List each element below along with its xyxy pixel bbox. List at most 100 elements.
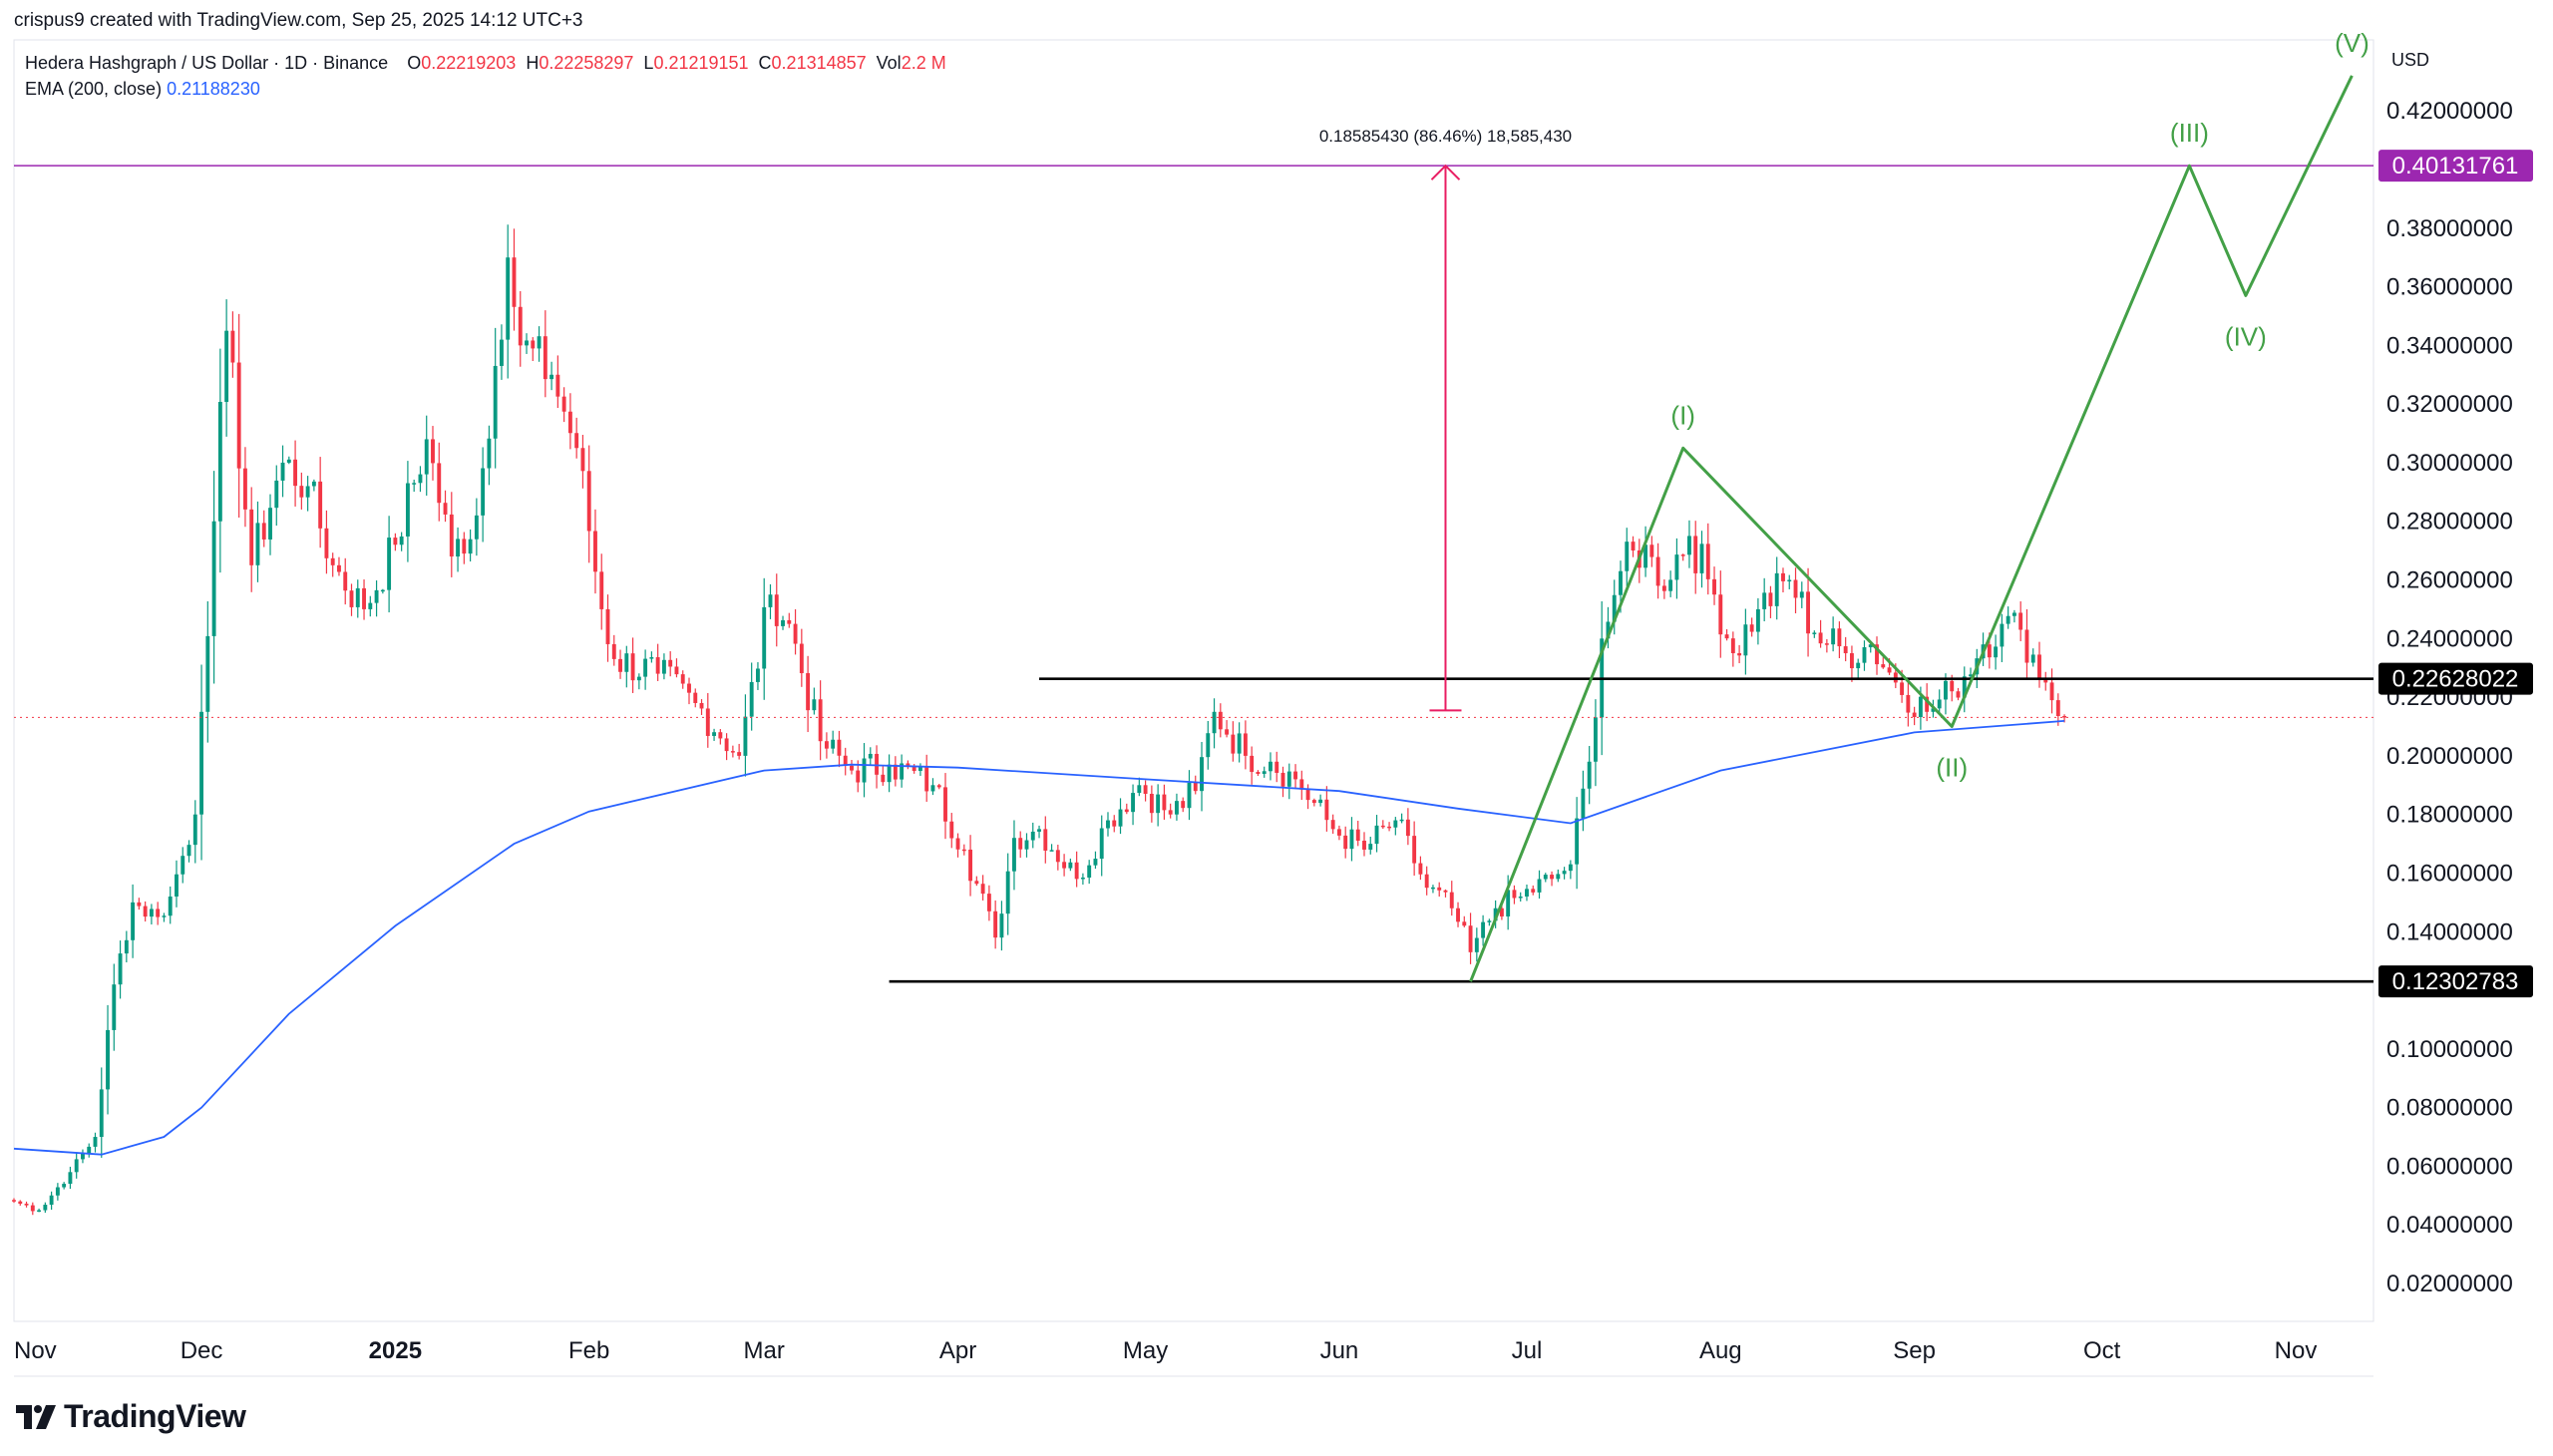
candle-body[interactable] (1424, 874, 1429, 889)
candle-body[interactable] (1124, 809, 1129, 813)
candle-body[interactable] (1193, 782, 1198, 792)
candle-body[interactable] (374, 589, 379, 603)
candle-body[interactable] (868, 753, 873, 759)
candle-body[interactable] (943, 787, 947, 822)
candle-body[interactable] (81, 1153, 85, 1160)
candle-body[interactable] (431, 439, 435, 464)
candle-body[interactable] (1812, 632, 1817, 634)
candle-body[interactable] (1556, 874, 1561, 880)
candle-body[interactable] (1987, 644, 1992, 658)
candle-body[interactable] (1311, 800, 1316, 804)
candle-body[interactable] (1512, 890, 1517, 899)
candle-body[interactable] (1399, 819, 1404, 822)
candle-body[interactable] (211, 521, 216, 636)
candle-body[interactable] (1187, 782, 1192, 809)
candle-body[interactable] (474, 515, 479, 540)
candle-body[interactable] (1824, 643, 1829, 645)
candle-body[interactable] (968, 849, 973, 882)
candle-body[interactable] (449, 514, 454, 557)
candle-body[interactable] (143, 906, 148, 917)
candle-body[interactable] (799, 643, 804, 674)
candle-body[interactable] (924, 766, 929, 792)
candle-body[interactable] (506, 257, 511, 340)
candle-body[interactable] (230, 330, 235, 363)
candle-body[interactable] (1655, 556, 1660, 586)
candle-body[interactable] (680, 674, 685, 684)
candle-body[interactable] (580, 448, 585, 472)
candle-body[interactable] (156, 909, 161, 917)
candle-body[interactable] (1606, 621, 1611, 639)
candle-body[interactable] (912, 766, 916, 772)
currency-label[interactable]: USD (2391, 50, 2430, 70)
candle-body[interactable] (99, 1089, 104, 1138)
candle-body[interactable] (611, 643, 616, 659)
candle-body[interactable] (1024, 840, 1029, 850)
candle-body[interactable] (2037, 654, 2041, 679)
candle-body[interactable] (518, 306, 523, 346)
candle-body[interactable] (1862, 647, 1867, 663)
candle-body[interactable] (793, 623, 798, 644)
candle-body[interactable] (1737, 653, 1742, 656)
candle-body[interactable] (68, 1172, 73, 1185)
candle-body[interactable] (1868, 644, 1873, 648)
candle-body[interactable] (299, 486, 304, 498)
candle-body[interactable] (274, 480, 279, 509)
candle-body[interactable] (1499, 908, 1504, 916)
candle-body[interactable] (93, 1137, 98, 1147)
candle-body[interactable] (1668, 579, 1673, 591)
candle-body[interactable] (481, 468, 486, 516)
candle-body[interactable] (806, 673, 811, 711)
candle-body[interactable] (687, 683, 691, 693)
candle-body[interactable] (1137, 785, 1142, 794)
candle-body[interactable] (1568, 864, 1573, 872)
candle-body[interactable] (437, 463, 442, 504)
candle-body[interactable] (724, 738, 729, 752)
candle-body[interactable] (1881, 664, 1886, 668)
candle-body[interactable] (1587, 761, 1592, 789)
candle-body[interactable] (949, 821, 954, 839)
candle-body[interactable] (1837, 628, 1842, 647)
candle-body[interactable] (661, 659, 666, 674)
candle-body[interactable] (561, 396, 566, 412)
candle-body[interactable] (1944, 680, 1948, 700)
candle-body[interactable] (2049, 682, 2054, 701)
candle-body[interactable] (1875, 644, 1879, 665)
candle-body[interactable] (986, 894, 991, 911)
candle-body[interactable] (718, 732, 723, 739)
candle-body[interactable] (693, 692, 698, 703)
candle-body[interactable] (1293, 771, 1297, 780)
candle-body[interactable] (1437, 887, 1442, 891)
candle-body[interactable] (862, 758, 867, 783)
candle-body[interactable] (1018, 838, 1023, 850)
candle-body[interactable] (1387, 826, 1392, 829)
candle-body[interactable] (418, 474, 423, 484)
candle-body[interactable] (1280, 772, 1285, 787)
candle-body[interactable] (567, 411, 572, 434)
candle-body[interactable] (1112, 820, 1117, 827)
candle-body[interactable] (181, 856, 185, 875)
candle-body[interactable] (2062, 715, 2067, 718)
candle-body[interactable] (737, 752, 742, 756)
candle-body[interactable] (1849, 653, 1854, 669)
candle-body[interactable] (1774, 572, 1779, 606)
candle-body[interactable] (124, 939, 129, 954)
candle-body[interactable] (812, 699, 817, 711)
candle-body[interactable] (1243, 733, 1248, 756)
candle-body[interactable] (405, 483, 410, 537)
candle-body[interactable] (525, 340, 529, 346)
candle-body[interactable] (900, 763, 905, 780)
candle-body[interactable] (249, 509, 254, 565)
candle-body[interactable] (618, 658, 622, 672)
candle-body[interactable] (255, 523, 260, 565)
candle-body[interactable] (1931, 708, 1936, 712)
candle-body[interactable] (1456, 908, 1460, 922)
candle-body[interactable] (1956, 691, 1961, 698)
candle-body[interactable] (549, 374, 554, 380)
candle-body[interactable] (349, 590, 354, 607)
candle-body[interactable] (1362, 841, 1366, 850)
candle-body[interactable] (131, 902, 136, 940)
candle-body[interactable] (311, 481, 316, 487)
candle-body[interactable] (574, 433, 579, 449)
candle-body[interactable] (1218, 711, 1223, 730)
candle-body[interactable] (1149, 793, 1154, 814)
